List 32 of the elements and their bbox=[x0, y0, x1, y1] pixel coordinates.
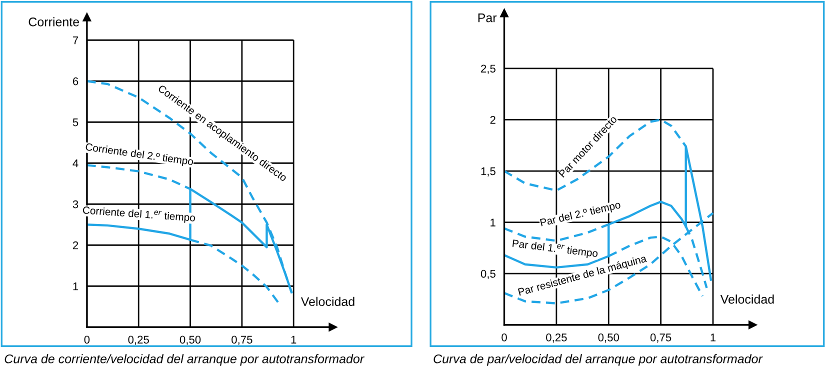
annotation: Corriente del 1.$^{er}$ tiempo bbox=[82, 205, 196, 224]
x-tick-label: 0,50 bbox=[180, 336, 201, 345]
y-tick-label: 2 bbox=[72, 241, 78, 250]
x-tick-label: 0,75 bbox=[232, 336, 252, 345]
y-tick-label: 3 bbox=[72, 200, 78, 208]
x-tick-label: 0,50 bbox=[598, 334, 619, 343]
y-tick-label: 7 bbox=[72, 36, 78, 44]
annotation: Corriente del 2.º tiempo bbox=[85, 142, 194, 168]
annotation: Par del 2.º tiempo bbox=[540, 200, 622, 228]
y-tick-label: 5 bbox=[72, 118, 78, 126]
annotation: Par del 1.$^{er}$ tiempo bbox=[512, 238, 598, 260]
y-tick-label: 1,5 bbox=[481, 167, 496, 176]
y-tick-label: 0,5 bbox=[480, 270, 496, 280]
x-tick-label: 0 bbox=[502, 334, 507, 342]
y-tick-label: 2 bbox=[490, 116, 496, 124]
text: Curva de corriente/velocidad del arranque por autotransformador bbox=[4, 354, 364, 366]
x-axis-title: Velocidad bbox=[300, 296, 354, 306]
x-tick-label: 0,75 bbox=[650, 334, 672, 343]
x-tick-label: 1 bbox=[710, 334, 716, 342]
y-tick-label: 2,5 bbox=[481, 64, 496, 74]
y-axis-title: Par bbox=[478, 14, 497, 22]
x-tick-label: 0,25 bbox=[128, 336, 149, 345]
x-tick-label: 0,25 bbox=[546, 334, 567, 343]
x-tick-label: 1 bbox=[291, 336, 296, 344]
y-tick-label: 1 bbox=[73, 282, 78, 290]
x-tick-label: 0 bbox=[84, 336, 90, 344]
y-tick-label: 6 bbox=[72, 77, 78, 86]
y-tick-label: 1 bbox=[490, 218, 496, 226]
x-axis-title: Velocidad bbox=[720, 294, 774, 304]
y-axis-title: Corriente bbox=[28, 17, 80, 26]
y-tick-label: 4 bbox=[72, 160, 78, 168]
text: Curva de par/velocidad del arranque por autotransformador bbox=[434, 354, 763, 366]
